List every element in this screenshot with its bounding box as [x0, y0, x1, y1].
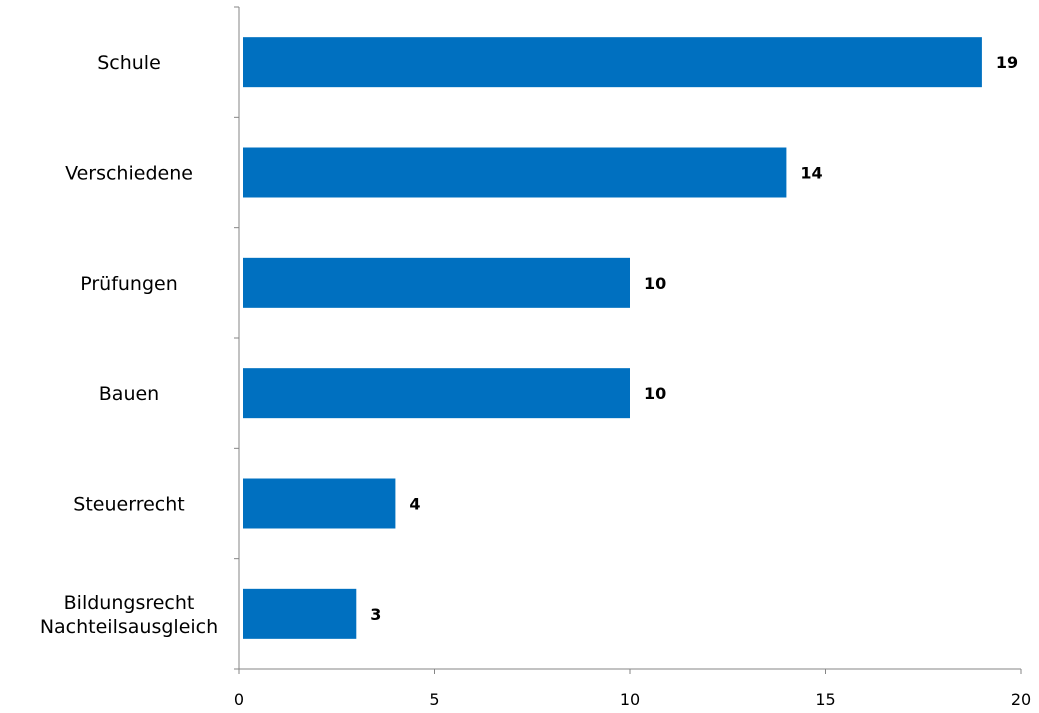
data-labels-group: 19 14 10 10 4 3 — [370, 53, 1018, 624]
category-label-line: Bildungsrecht — [64, 592, 195, 614]
category-label-line: Verschiedene — [65, 163, 193, 185]
data-label: 19 — [996, 53, 1018, 72]
category-label: Prüfungen — [80, 273, 178, 295]
x-tick-label: 15 — [815, 690, 835, 709]
axes-group — [238, 7, 1021, 670]
data-label: 3 — [370, 605, 381, 624]
data-label: 10 — [644, 274, 666, 293]
x-tick-label: 5 — [429, 690, 439, 709]
category-label: Schule — [97, 52, 161, 74]
x-ticks-group: 0 5 10 15 20 — [234, 669, 1031, 709]
bar — [243, 478, 396, 529]
category-label-line: Schule — [97, 52, 161, 74]
category-label-line: Bauen — [99, 383, 159, 405]
category-labels-group: Schule Verschiedene Prüfungen Bauen Steuerre… — [40, 52, 218, 638]
bar — [243, 147, 787, 198]
x-tick-label: 10 — [620, 690, 640, 709]
data-label: 10 — [644, 384, 666, 403]
bars-group — [243, 37, 982, 639]
data-label: 4 — [409, 495, 420, 514]
category-label: Steuerrecht — [73, 494, 184, 516]
category-label-line: Nachteilsausgleich — [40, 616, 218, 638]
category-label: Verschiedene — [65, 163, 193, 185]
x-tick-label: 0 — [234, 690, 244, 709]
bar — [243, 257, 630, 308]
bar — [243, 37, 982, 88]
category-label: Bauen — [99, 383, 159, 405]
x-tick-label: 20 — [1011, 690, 1031, 709]
bar — [243, 368, 630, 419]
bar — [243, 588, 357, 639]
category-label-line: Prüfungen — [80, 273, 178, 295]
data-label: 14 — [800, 164, 822, 183]
category-label-line: Steuerrecht — [73, 494, 184, 516]
category-label: Bildungsrecht Nachteilsausgleich — [40, 592, 218, 638]
y-ticks-group — [234, 6, 239, 670]
